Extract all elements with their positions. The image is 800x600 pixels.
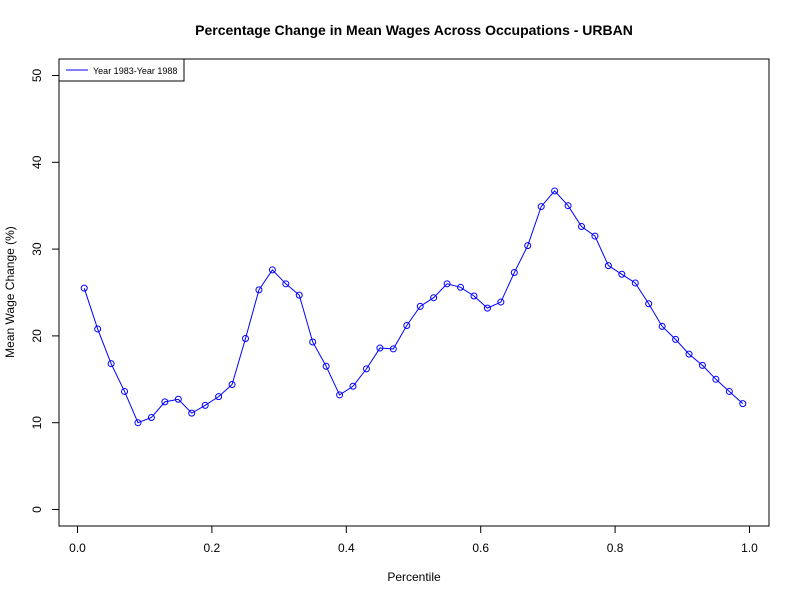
data-point <box>336 391 344 399</box>
data-point <box>174 395 182 403</box>
data-point <box>712 375 720 383</box>
x-tick-label: 0.2 <box>204 541 221 555</box>
data-point <box>268 266 276 274</box>
data-point <box>255 286 263 294</box>
data-point <box>242 335 249 343</box>
data-point <box>631 279 639 287</box>
data-point <box>228 381 236 389</box>
y-tick-label: 20 <box>30 329 44 343</box>
data-point <box>282 280 290 288</box>
x-tick-label: 0.6 <box>472 541 489 555</box>
data-point <box>147 413 155 421</box>
data-point <box>739 400 747 408</box>
y-tick-label: 40 <box>30 155 44 169</box>
data-point <box>376 344 384 352</box>
data-point <box>537 203 545 211</box>
data-point <box>497 298 505 306</box>
series-line <box>83 190 744 424</box>
data-point <box>362 365 370 373</box>
data-point <box>322 362 330 370</box>
legend-box <box>58 58 185 82</box>
data-point <box>389 345 397 353</box>
data-point <box>443 280 451 288</box>
series-layer <box>80 187 747 427</box>
data-point <box>470 292 478 300</box>
data-point <box>457 283 465 291</box>
y-tick-label: 10 <box>30 416 44 430</box>
y-tick-label: 30 <box>30 242 44 256</box>
data-point <box>510 269 518 277</box>
data-point <box>295 291 303 299</box>
data-point <box>201 401 209 409</box>
data-point <box>591 232 599 240</box>
data-point <box>658 322 666 330</box>
x-tick-label: 0.4 <box>338 541 355 555</box>
x-tick-label: 0.0 <box>69 541 86 555</box>
data-point <box>698 361 706 369</box>
data-point <box>416 302 424 310</box>
data-point <box>618 270 626 278</box>
data-point <box>551 187 559 195</box>
x-tick-label: 1.0 <box>741 541 758 555</box>
data-point <box>107 360 115 368</box>
data-point <box>80 284 88 292</box>
data-point <box>349 382 357 390</box>
y-tick-label: 0 <box>30 506 44 513</box>
data-point <box>564 202 572 210</box>
data-point <box>94 325 102 333</box>
data-point <box>161 398 169 406</box>
data-point <box>685 350 693 358</box>
data-point <box>578 223 585 231</box>
y-axis-label: Mean Wage Change (%) <box>3 226 17 358</box>
x-axis-label: Percentile <box>387 570 441 584</box>
data-point <box>725 387 733 395</box>
chart-title: Percentage Change in Mean Wages Across O… <box>195 22 633 38</box>
data-point <box>188 409 196 417</box>
data-point <box>645 300 653 308</box>
y-tick-label: 50 <box>30 69 44 83</box>
y-axis: 0 10 20 30 40 50 <box>30 69 60 513</box>
legend-entry-label: Year 1983-Year 1988 <box>93 66 177 76</box>
data-point <box>121 387 129 395</box>
x-axis: 0.0 0.2 0.4 0.6 0.8 1.0 <box>69 525 758 555</box>
data-point <box>483 304 491 312</box>
data-point <box>309 338 317 346</box>
legend: Year 1983-Year 1988 <box>58 58 185 82</box>
x-tick-label: 0.8 <box>607 541 624 555</box>
data-point <box>672 335 680 343</box>
data-point <box>403 321 411 329</box>
data-point <box>430 294 438 302</box>
plot-frame <box>58 58 770 527</box>
data-point <box>134 419 142 427</box>
data-point <box>215 393 223 401</box>
data-point <box>524 242 532 250</box>
data-point <box>604 262 612 270</box>
